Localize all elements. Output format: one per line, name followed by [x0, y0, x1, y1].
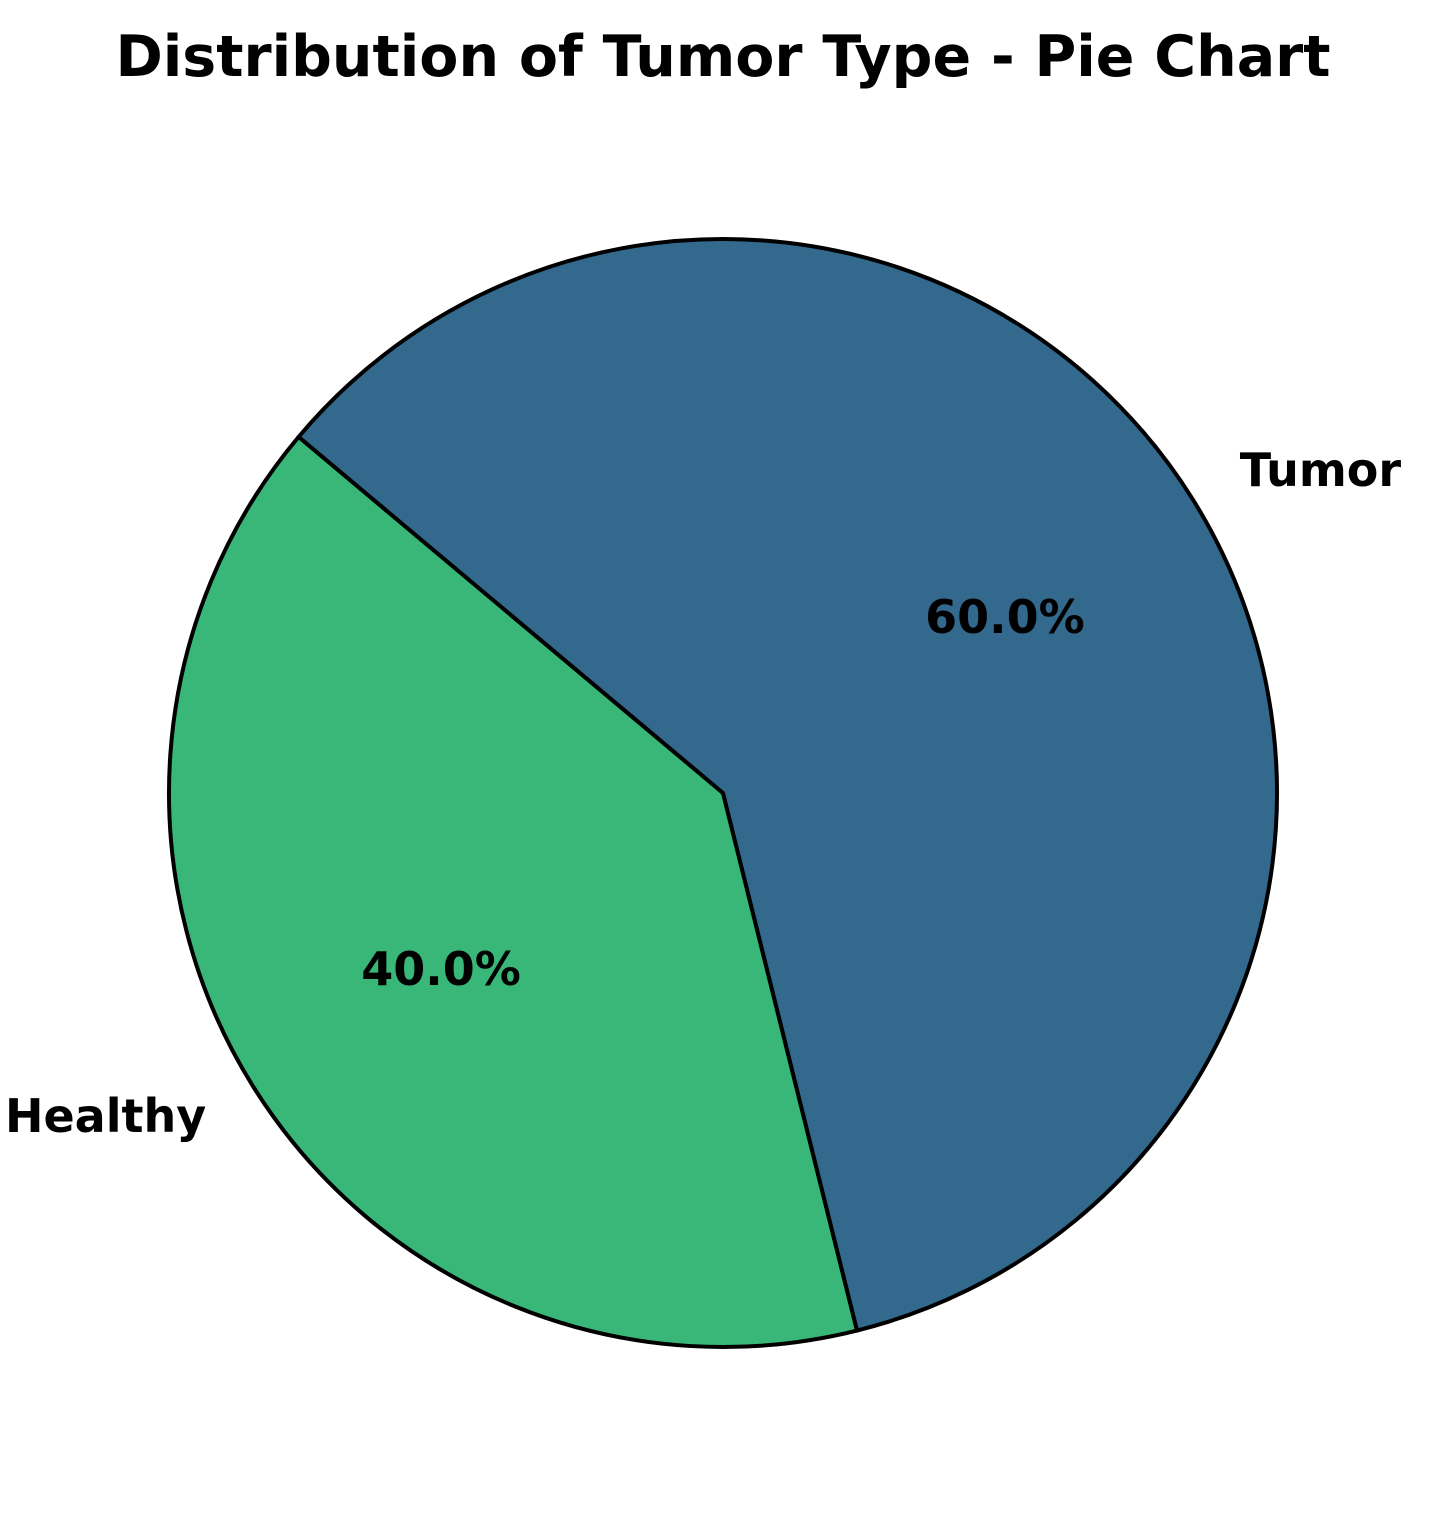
- slice-label-tumor: Tumor: [1240, 443, 1402, 497]
- pie-slice-tumor: [296, 237, 1279, 1333]
- slice-label-healthy: Healthy: [5, 1089, 206, 1143]
- chart-title: Distribution of Tumor Type - Pie Chart: [115, 24, 1330, 90]
- pie-slices: [167, 237, 1279, 1349]
- pie-labels: Healthy 40.0% Tumor 60.0%: [5, 443, 1401, 1143]
- percent-label-healthy: 40.0%: [361, 942, 521, 996]
- percent-label-tumor: 60.0%: [925, 590, 1085, 644]
- pie-slice-healthy: [167, 434, 860, 1349]
